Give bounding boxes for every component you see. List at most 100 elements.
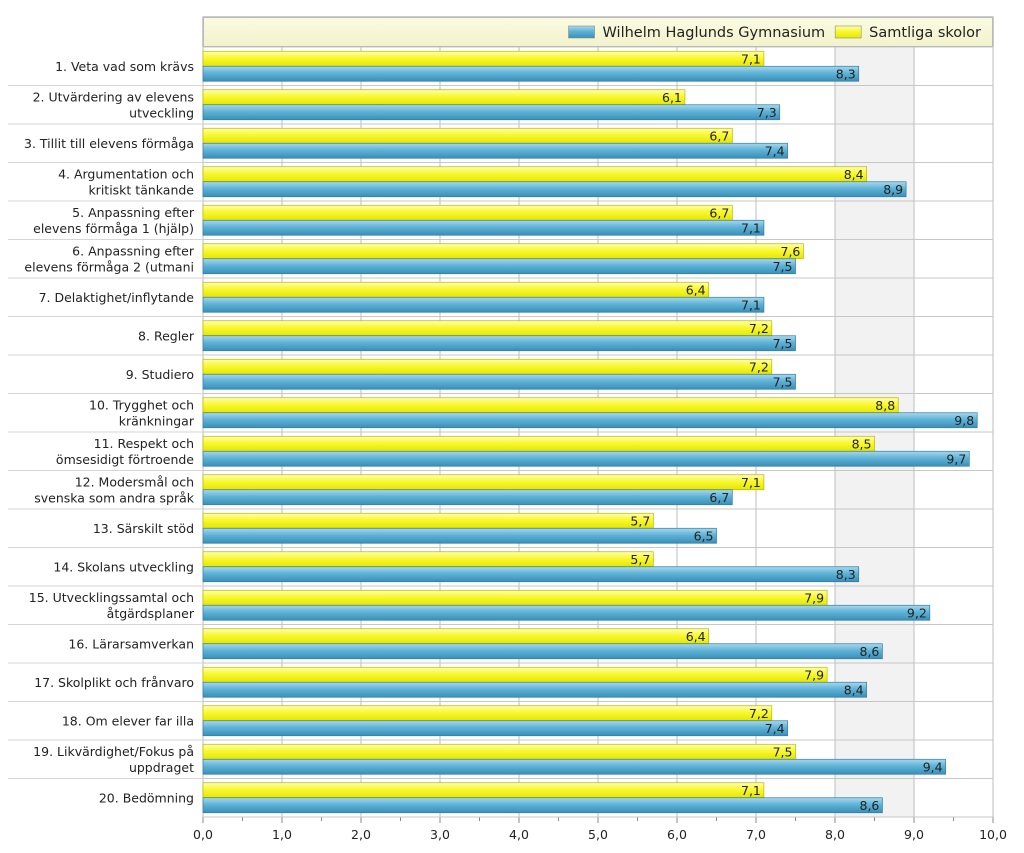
bar-value-label: 8,8 [875,398,895,413]
x-tick-label: 2,0 [351,827,371,842]
category-label: 8. Regler [138,328,195,343]
labels: 0,0 1,0 2,0 3,0 4,0 5,0 6,0 7,0 8,0 9,0 10,0 7,1 8,3… [24,51,1007,842]
category-label: 1. Veta vad som krävs [55,59,194,74]
category-label: 18. Om elever far illa [62,713,194,728]
bar-wilhelm-haglunds [202,65,860,82]
bar-samtliga-skolor [202,243,804,260]
bar-value-label: 8,9 [883,182,903,197]
bar-samtliga-skolor [202,50,765,67]
bar-value-label: 9,2 [907,605,927,620]
bar-value-label: 5,7 [630,513,650,528]
bar-value-label: 7,1 [741,783,761,798]
category-label: 2. Utvärdering av elevens [33,89,194,104]
category-label: 3. Tillit till elevens förmåga [24,136,194,151]
category-label: 10. Trygghet och [89,397,194,412]
bar-samtliga-skolor [202,705,773,722]
bar-samtliga-skolor [202,127,733,144]
legend-label: Samtliga skolor [869,25,981,41]
bar-samtliga-skolor [202,551,654,568]
bar-samtliga-skolor [202,589,828,606]
bar-samtliga-skolor [202,474,765,491]
bar-wilhelm-haglunds [202,335,796,352]
bar-value-label: 7,9 [804,667,824,682]
bar-wilhelm-haglunds [202,104,781,121]
bar-wilhelm-haglunds [202,489,733,506]
bar-samtliga-skolor [202,89,686,106]
bars [202,50,978,814]
category-label: uppdraget [129,760,194,775]
bar-value-label: 7,5 [773,374,793,389]
bar-value-label: 7,1 [741,475,761,490]
x-tick-label: 5,0 [588,827,608,842]
category-label: 5. Anpassning efter [72,205,195,220]
bar-value-label: 7,1 [741,51,761,66]
bar-value-label: 9,7 [946,451,966,466]
bar-value-label: 7,6 [781,244,801,259]
bar-value-label: 6,7 [709,205,729,220]
bar-value-label: 6,5 [694,528,714,543]
bar-value-label: 7,5 [773,744,793,759]
bar-wilhelm-haglunds [202,296,765,313]
legend: Samtliga skolor Wilhelm Haglunds Gymnasiu… [203,17,993,47]
category-label: 20. Bedömning [99,790,194,805]
x-tick-label: 8,0 [825,827,845,842]
bar-samtliga-skolor [202,782,765,799]
x-tick-label: 4,0 [509,827,529,842]
category-label: elevens förmåga 1 (hjälp) [33,221,194,236]
legend-swatch [568,25,595,39]
category-label: 15. Utvecklingssamtal och [29,590,194,605]
bar-wilhelm-haglunds [202,219,765,236]
bar-value-label: 6,7 [709,490,729,505]
category-label: 6. Anpassning efter [72,243,195,258]
category-label: utveckling [129,105,194,120]
bar-wilhelm-haglunds [202,258,796,275]
bar-value-label: 8,5 [852,436,872,451]
bar-wilhelm-haglunds [202,412,978,429]
category-label: 19. Likvärdighet/Fokus på [33,744,194,759]
bar-wilhelm-haglunds [202,450,970,467]
x-tick-label: 0,0 [193,827,213,842]
bar-value-label: 7,2 [749,359,769,374]
x-tick-label: 1,0 [272,827,292,842]
bar-samtliga-skolor [202,628,709,645]
category-label: åtgärdsplaner [107,606,195,621]
bar-wilhelm-haglunds [202,758,946,775]
bar-samtliga-skolor [202,320,773,337]
bar-value-label: 8,3 [836,66,856,81]
bar-wilhelm-haglunds [202,566,860,583]
bar-value-label: 7,9 [804,590,824,605]
category-label: 17. Skolplikt och frånvaro [34,675,194,690]
category-label: 11. Respekt och [94,436,194,451]
bar-wilhelm-haglunds [202,373,796,390]
bar-value-label: 9,4 [923,759,943,774]
bar-samtliga-skolor [202,166,867,183]
bar-value-label: 8,4 [844,682,864,697]
bar-value-label: 8,6 [860,644,880,659]
category-label: 4. Argumentation och [58,166,194,181]
bar-samtliga-skolor [202,743,796,760]
bar-samtliga-skolor [202,435,875,452]
x-tick-label: 3,0 [430,827,450,842]
bar-value-label: 8,3 [836,567,856,582]
bar-value-label: 6,7 [709,128,729,143]
bar-samtliga-skolor [202,666,828,683]
bar-wilhelm-haglunds [202,797,883,814]
category-label: svenska som andra språk [34,490,195,505]
category-label: 14. Skolans utveckling [53,559,194,574]
bar-value-label: 7,1 [741,220,761,235]
bar-value-label: 5,7 [630,552,650,567]
bar-value-label: 8,4 [844,167,864,182]
bar-value-label: 8,6 [860,798,880,813]
bar-value-label: 6,4 [686,629,706,644]
bar-wilhelm-haglunds [202,720,788,737]
category-label: 7. Delaktighet/inflytande [39,290,195,305]
bar-value-label: 7,4 [765,721,785,736]
bar-value-label: 7,2 [749,321,769,336]
category-label: 12. Modersmål och [75,474,194,489]
bar-wilhelm-haglunds [202,181,907,198]
x-tick-label: 7,0 [746,827,766,842]
bar-value-label: 7,5 [773,259,793,274]
category-label: ömsesidigt förtroende [56,452,194,467]
bar-samtliga-skolor [202,204,733,221]
category-label: kränkningar [119,413,195,428]
